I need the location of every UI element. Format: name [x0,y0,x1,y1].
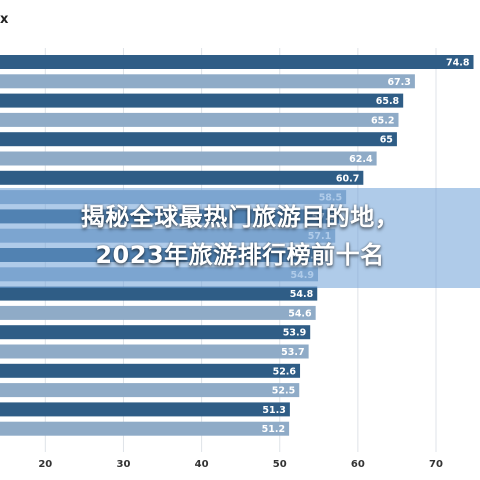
x-tick-label: 60 [351,459,365,470]
bar-16 [0,363,301,378]
x-tick-label: 30 [116,459,130,470]
bar-14 [0,325,311,340]
bar-value-label: 51.3 [262,405,285,416]
bar-value-label: 54.6 [288,308,312,319]
bar-3 [0,112,399,127]
bar-15 [0,344,309,359]
bar-6 [0,170,364,185]
bar-19 [0,421,290,436]
bar-12 [0,286,318,301]
overlay-title-line-1: 揭秘全球最热门旅游目的地， [80,203,400,231]
bar-value-label: 53.9 [283,328,306,339]
bar-0 [0,55,474,69]
bar-value-label: 53.7 [281,347,304,358]
bar-value-label: 51.2 [262,424,285,435]
bar-17 [0,383,300,398]
bar-value-label: 65.2 [371,115,394,126]
bar-5 [0,151,377,166]
bar-value-label: 65 [380,135,393,146]
bar-2 [0,93,404,108]
bar-18 [0,402,290,417]
bar-value-label: 54.8 [290,289,314,300]
bar-value-label: 74.8 [446,58,470,69]
x-tick-label: 70 [429,459,443,470]
x-tick-label: 50 [273,459,287,470]
x-tick-label: 40 [195,459,209,470]
bar-value-label: 52.6 [273,366,297,377]
corner-label: x [0,12,9,27]
title-overlay-band [0,188,480,288]
overlay-title-line-2: 2023年旅游排行榜前十名 [95,241,385,269]
x-tick-label: 20 [38,459,52,470]
bar-1 [0,74,415,89]
bar-13 [0,305,316,320]
bar-value-label: 65.8 [376,96,400,107]
bar-value-label: 52.5 [272,386,295,397]
bar-value-label: 62.4 [349,154,373,165]
bar-value-label: 60.7 [336,173,359,184]
bar-4 [0,132,397,147]
bar-value-label: 67.3 [387,77,410,88]
x-axis-ticks: 20 30 40 50 60 70 [38,459,443,470]
